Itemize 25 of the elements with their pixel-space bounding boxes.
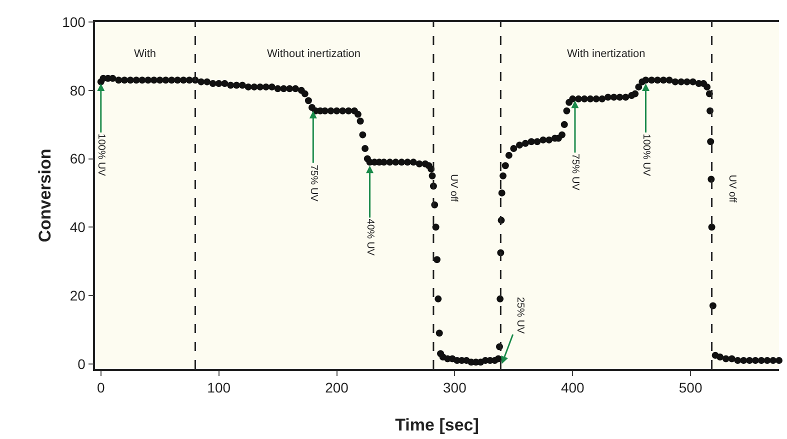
x-tick-label: 0	[97, 380, 105, 396]
y-tick-label: 0	[78, 356, 86, 372]
ref-line-label: UV off	[726, 174, 738, 203]
annotation: With	[134, 48, 156, 60]
y-tick-label: 20	[70, 287, 86, 304]
x-axis-title: Time [sec]	[395, 416, 479, 434]
annotation: 100% UV	[95, 134, 106, 176]
x-tick-label: 300	[443, 380, 467, 396]
y-tick-label: 80	[70, 82, 86, 98]
y-tick-label: 60	[70, 150, 86, 167]
y-axis-title: Conversion	[36, 148, 54, 242]
x-tick-label: 100	[207, 380, 231, 396]
x-tick-label: 200	[325, 380, 349, 396]
annotation: Without inertization	[267, 48, 361, 60]
x-tick-label: 500	[678, 380, 702, 396]
y-tick-label: 100	[62, 14, 86, 30]
annotation: With inertization	[567, 48, 646, 60]
annotation: 75% UV	[570, 154, 581, 191]
annotation: 40% UV	[364, 218, 376, 256]
x-tick-label: 400	[560, 380, 585, 396]
y-tick-label: 40	[70, 219, 86, 236]
annotation: 25% UV	[514, 297, 526, 334]
ref-line-label: UV off	[448, 174, 460, 202]
annotation: 75% UV	[308, 164, 320, 202]
annotation: 100% UV	[640, 134, 652, 176]
